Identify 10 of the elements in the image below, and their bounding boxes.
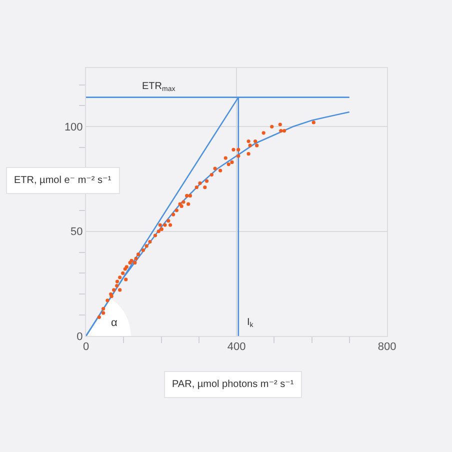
y-tick-label: 50 — [70, 226, 83, 238]
annotation: ETR$_{max}$ — [142, 81, 176, 94]
x-tick-label: 800 — [378, 341, 396, 354]
annotation: α — [111, 317, 118, 329]
x-tick-label: 400 — [227, 341, 246, 354]
annotation: I$_{k}$ — [247, 317, 254, 330]
y-tick-label: 0 — [76, 330, 83, 343]
x-axis-title: PAR, µmol photons m⁻² s⁻¹ — [172, 379, 294, 390]
y-tick-label: 100 — [64, 121, 83, 134]
y-axis-title: ETR, µmol e⁻ m⁻² s⁻¹ — [14, 175, 112, 186]
